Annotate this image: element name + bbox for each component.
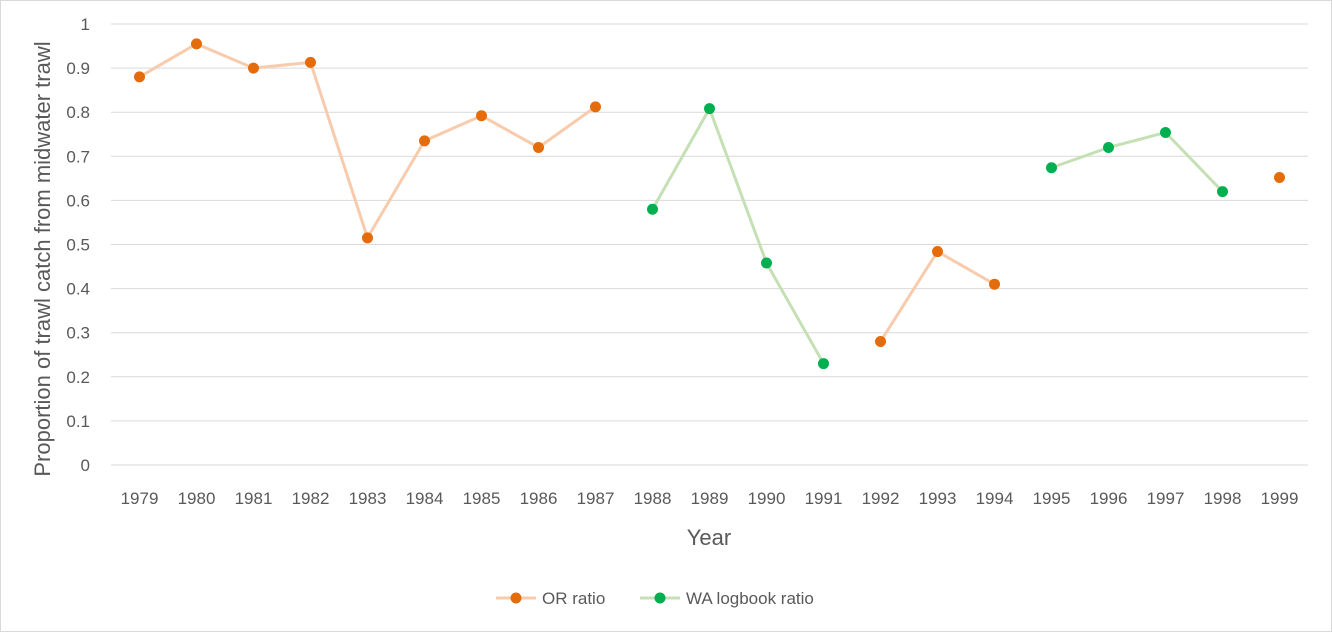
x-tick-label: 1984 <box>406 489 444 508</box>
data-point <box>476 110 487 122</box>
y-tick-label: 0.8 <box>66 103 90 122</box>
x-tick-label: 1995 <box>1033 489 1071 508</box>
series-group <box>134 38 1285 370</box>
x-tick-label: 1981 <box>235 489 273 508</box>
x-tick-label: 1997 <box>1147 489 1185 508</box>
x-tick-label: 1983 <box>349 489 387 508</box>
data-point <box>191 38 202 50</box>
data-point <box>248 62 259 74</box>
data-point <box>1160 126 1171 138</box>
x-tick-label: 1986 <box>520 489 558 508</box>
x-tick-label: 1979 <box>121 489 159 508</box>
legend-marker <box>510 592 522 604</box>
x-tick-label: 1982 <box>292 489 330 508</box>
x-tick-label: 1987 <box>577 489 615 508</box>
series-line <box>1050 130 1224 193</box>
legend-item: OR ratio <box>496 589 605 608</box>
series-line <box>138 42 597 240</box>
x-tick-labels: 1979 1980 1981 1982 1983 1984 1985 1986 1987 1988… <box>121 489 1299 508</box>
data-point <box>1274 171 1285 183</box>
series-line <box>651 107 825 365</box>
y-tick-label: 0.9 <box>66 59 90 78</box>
x-tick-label: 1996 <box>1090 489 1128 508</box>
x-tick-label: 1980 <box>178 489 216 508</box>
x-tick-label: 1994 <box>976 489 1014 508</box>
x-tick-label: 1993 <box>919 489 957 508</box>
y-tick-label: 0.1 <box>66 412 90 431</box>
legend-marker <box>654 592 666 604</box>
legend-label: WA logbook ratio <box>686 589 814 608</box>
y-axis-title: Proportion of trawl catch from midwater … <box>30 41 55 476</box>
x-tick-label: 1998 <box>1204 489 1242 508</box>
y-tick-label: 0.6 <box>66 191 90 210</box>
y-tick-label: 0.4 <box>66 280 90 299</box>
x-tick-label: 1990 <box>748 489 786 508</box>
legend: OR ratio WA logbook ratio <box>496 589 814 608</box>
x-tick-label: 1989 <box>691 489 729 508</box>
data-point <box>305 56 316 68</box>
x-tick-label: 1992 <box>862 489 900 508</box>
data-point <box>362 232 373 244</box>
legend-label: OR ratio <box>542 589 605 608</box>
data-point <box>134 71 145 83</box>
series-line <box>879 250 996 343</box>
series-2 <box>647 103 1228 370</box>
data-point <box>818 358 829 370</box>
data-point <box>1103 141 1114 153</box>
data-point <box>419 135 430 147</box>
data-point <box>704 103 715 115</box>
y-tick-label: 0.3 <box>66 324 90 343</box>
y-tick-label: 0.5 <box>66 236 90 255</box>
x-tick-label: 1991 <box>805 489 843 508</box>
data-point <box>590 101 601 113</box>
series-1 <box>134 38 1285 348</box>
legend-item: WA logbook ratio <box>640 589 814 608</box>
y-tick-label: 0.7 <box>66 147 90 166</box>
data-point <box>647 203 658 215</box>
data-point <box>1046 162 1057 174</box>
data-point <box>1217 186 1228 198</box>
y-tick-labels: 0 0.1 0.2 0.3 0.4 0.5 0.6 0.7 0.8 0.9 1 <box>66 15 90 475</box>
x-axis-title: Year <box>687 525 731 550</box>
data-point <box>932 246 943 258</box>
data-point <box>875 336 886 348</box>
data-point <box>761 257 772 269</box>
x-tick-label: 1988 <box>634 489 672 508</box>
x-tick-label: 1985 <box>463 489 501 508</box>
data-point <box>989 278 1000 290</box>
gridlines <box>111 23 1308 466</box>
y-tick-label: 0.2 <box>66 368 90 387</box>
y-tick-label: 1 <box>81 15 90 34</box>
y-tick-label: 0 <box>81 456 90 475</box>
data-point <box>533 141 544 153</box>
x-tick-label: 1999 <box>1261 489 1299 508</box>
